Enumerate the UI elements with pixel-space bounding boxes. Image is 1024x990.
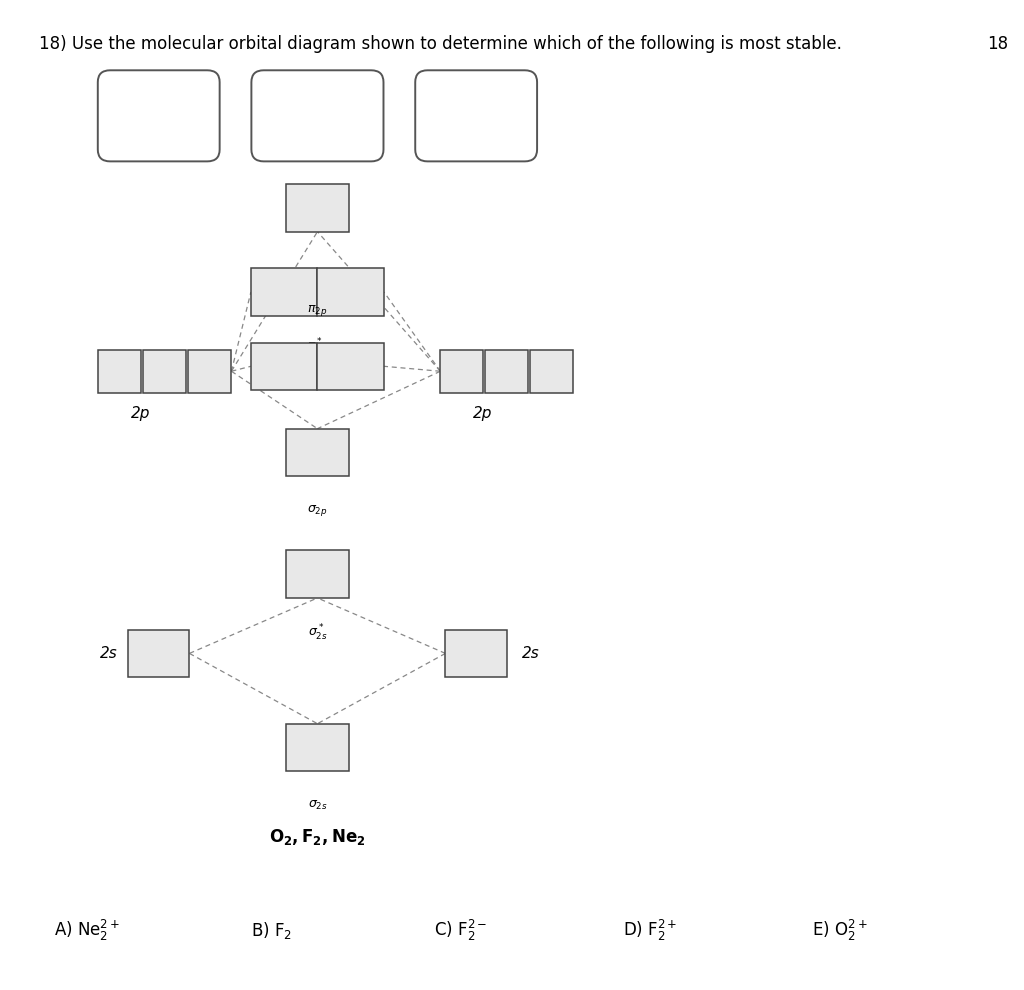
Text: $\pi_{2p}$: $\pi_{2p}$: [307, 303, 328, 319]
Text: 2s: 2s: [100, 645, 118, 661]
Text: 2p: 2p: [131, 406, 150, 421]
Text: 2p: 2p: [473, 406, 492, 421]
Text: E) $\mathrm{O_2^{2+}}$: E) $\mathrm{O_2^{2+}}$: [812, 918, 867, 943]
Bar: [317, 268, 384, 316]
Text: $\sigma^*_{2s}$: $\sigma^*_{2s}$: [307, 623, 328, 643]
FancyBboxPatch shape: [252, 70, 383, 161]
Text: A) $\mathrm{Ne_2^{2+}}$: A) $\mathrm{Ne_2^{2+}}$: [54, 918, 120, 943]
Text: Atomic
orbitals: Atomic orbitals: [124, 100, 194, 132]
Bar: [286, 550, 349, 598]
Text: $\sigma_{2p}$: $\sigma_{2p}$: [307, 503, 328, 519]
Text: B) $\mathrm{F_2}$: B) $\mathrm{F_2}$: [251, 920, 292, 941]
FancyBboxPatch shape: [98, 70, 219, 161]
Text: 18: 18: [987, 35, 1009, 52]
Bar: [445, 630, 507, 677]
Bar: [286, 429, 349, 476]
Text: $\sigma^*_{2p}$: $\sigma^*_{2p}$: [307, 139, 328, 160]
Bar: [286, 724, 349, 771]
FancyBboxPatch shape: [416, 70, 537, 161]
Text: D) $\mathrm{F_2^{2+}}$: D) $\mathrm{F_2^{2+}}$: [623, 918, 678, 943]
Text: Molecular
orbitals: Molecular orbitals: [273, 100, 361, 132]
Bar: [286, 184, 349, 232]
Text: 18) Use the molecular orbital diagram shown to determine which of the following : 18) Use the molecular orbital diagram sh…: [39, 35, 842, 52]
Bar: [251, 343, 317, 390]
Bar: [530, 349, 573, 392]
Text: Atomic
orbitals: Atomic orbitals: [441, 100, 511, 132]
Bar: [143, 349, 186, 392]
Text: $\sigma_{2s}$: $\sigma_{2s}$: [307, 799, 328, 813]
Bar: [128, 630, 189, 677]
Text: 2s: 2s: [522, 645, 540, 661]
Bar: [251, 268, 317, 316]
Bar: [188, 349, 231, 392]
Text: C) $\mathrm{F_2^{2-}}$: C) $\mathrm{F_2^{2-}}$: [434, 918, 487, 943]
Bar: [485, 349, 528, 392]
Bar: [440, 349, 483, 392]
Text: $\mathbf{O_2, F_2, Ne_2}$: $\mathbf{O_2, F_2, Ne_2}$: [269, 827, 366, 846]
Text: $\pi^*_{2p}$: $\pi^*_{2p}$: [307, 337, 328, 358]
Bar: [317, 343, 384, 390]
Bar: [98, 349, 141, 392]
